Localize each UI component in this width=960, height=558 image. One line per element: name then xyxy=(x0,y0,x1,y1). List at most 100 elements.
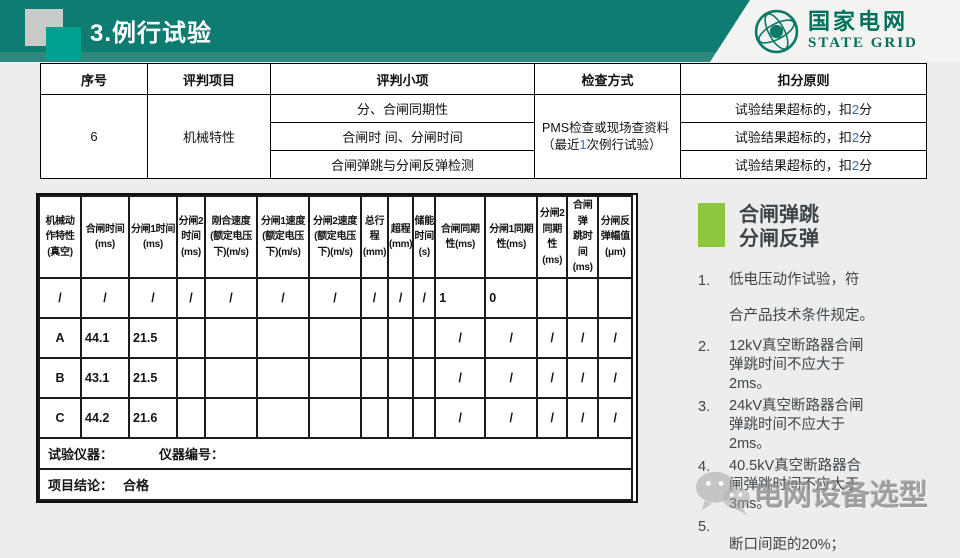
record-cell: / xyxy=(566,397,600,439)
record-cell: / xyxy=(176,277,206,319)
logo-area: 国家电网 STATE GRID xyxy=(710,0,960,62)
note-text: 低电压动作试验，符 合产品技术条件规定。 xyxy=(729,271,874,324)
record-cell xyxy=(386,317,415,359)
note-item: 2. 12kV真空断路器合闸 弹跳时间不应大于 2ms。 xyxy=(698,337,940,394)
record-cell xyxy=(386,357,415,399)
record-cell: 1 xyxy=(434,277,487,319)
record-header-cell: 分闸1同期 性(ms) xyxy=(484,195,539,279)
criteria-check-method: PMS检查或现场查资料 （最近1次例行试验） xyxy=(534,94,681,179)
record-header-cell: 分闸反 弹幅值 (μm) xyxy=(597,195,634,279)
logo-cn-text: 国家电网 xyxy=(808,9,909,35)
record-cell: B xyxy=(38,357,82,399)
record-cell xyxy=(308,317,362,359)
record-cell: / xyxy=(204,277,258,319)
record-cell: 44.1 xyxy=(80,317,130,359)
deco-teal-square xyxy=(46,27,81,60)
record-header-cell: 分闸2 同期性 (ms) xyxy=(536,195,569,279)
record-cell: / xyxy=(536,397,569,439)
criteria-subitem: 分、合闸同期性 xyxy=(270,94,535,123)
record-cell: 21.6 xyxy=(128,397,178,439)
record-row: C 44.2 21.6// / / / xyxy=(38,397,634,439)
note-text: 12kV真空断路器合闸 弹跳时间不应大于 2ms。 xyxy=(729,337,864,392)
record-cell: 43.1 xyxy=(80,357,130,399)
record-cell: / xyxy=(80,277,130,319)
record-header-cell: 分闸2速度 (额定电压 下)(m/s) xyxy=(308,195,362,279)
record-cell xyxy=(412,357,437,399)
record-cell: / xyxy=(566,317,600,359)
record-cell xyxy=(360,397,389,439)
record-cell: C xyxy=(38,397,82,439)
record-cell: / xyxy=(256,277,310,319)
record-cell xyxy=(412,317,437,359)
record-cell xyxy=(536,277,569,319)
record-cell xyxy=(204,397,258,439)
criteria-project: 机械特性 xyxy=(147,94,271,179)
logo-en-text: STATE GRID xyxy=(808,34,918,51)
header-bar: 3.例行试验 国家电网 STATE GRID xyxy=(0,0,960,62)
record-cell: / xyxy=(484,397,539,439)
record-cell xyxy=(256,317,310,359)
note-item: 1. 低电压动作试验，符 合产品技术条件规定。 xyxy=(698,262,940,334)
record-header-cell: 分闸1时间 (ms) xyxy=(128,195,178,279)
record-header-cell: 分闸2 时间 (ms) xyxy=(176,195,206,279)
criteria-header: 检查方式 xyxy=(534,63,681,95)
record-cell xyxy=(204,317,258,359)
criteria-subitem: 合闸弹跳与分闸反弹检测 xyxy=(270,150,535,179)
green-accent-square xyxy=(698,203,725,247)
header-bottom-band xyxy=(0,52,960,62)
record-header-cell: 储能 时间 (s) xyxy=(412,195,437,279)
record-cell: 44.2 xyxy=(80,397,130,439)
record-cell: / xyxy=(308,277,362,319)
notes-heading-text: 合闸弹跳 分闸反弹 xyxy=(739,203,819,252)
record-instrument-row: 试验仪器： 仪器编号： xyxy=(37,437,634,470)
note-item: 4. 40.5kV真空断路器合 闸弹跳时间不应大于 3ms。 xyxy=(698,457,940,514)
record-cell xyxy=(308,397,362,439)
record-cell: / xyxy=(536,357,569,399)
record-header-cell: 刚合速度 (额定电压 下)(m/s) xyxy=(204,195,258,279)
record-cell xyxy=(256,357,310,399)
record-cell: / xyxy=(434,397,487,439)
criteria-deduction: 试验结果超标的，扣2分 xyxy=(680,150,927,179)
record-cell xyxy=(386,397,415,439)
criteria-serial: 6 xyxy=(40,94,148,179)
record-cell xyxy=(176,357,206,399)
record-cell xyxy=(597,277,634,319)
note-number: 2. xyxy=(698,338,711,355)
criteria-header: 扣分原则 xyxy=(680,63,927,95)
record-cell xyxy=(176,317,206,359)
criteria-table: 序号 评判项目 评判小项 检查方式 扣分原则 6 机械特性 分、合闸同期性 PMS检查或… xyxy=(40,63,927,179)
record-table-scan: 机械动 作特性 (真空) 合闸时间 (ms) 分闸1时间 (ms) 分闸2 时间 (m… xyxy=(36,193,639,503)
criteria-header: 评判项目 xyxy=(147,63,271,95)
record-cell: / xyxy=(434,357,487,399)
record-header-cell: 分闸1速度 (额定电压 下)(m/s) xyxy=(256,195,310,279)
record-cell: / xyxy=(597,357,634,399)
criteria-header: 评判小项 xyxy=(270,63,535,95)
record-cell xyxy=(176,397,206,439)
record-header-cell: 合闸时间 (ms) xyxy=(80,195,130,279)
record-cell xyxy=(360,317,389,359)
note-number: 5. xyxy=(698,518,711,535)
record-cell xyxy=(360,357,389,399)
note-text: 40.5kV真空断路器合 闸弹跳时间不应大于 3ms。 xyxy=(729,457,862,512)
note-text: 24kV真空断路器合闸 弹跳时间不应大于 2ms。 xyxy=(729,397,864,452)
note-number: 1. xyxy=(698,272,711,289)
record-cell: / xyxy=(597,397,634,439)
record-cell: / xyxy=(434,317,487,359)
note-item: 3. 24kV真空断路器合闸 弹跳时间不应大于 2ms。 xyxy=(698,397,940,454)
record-cell xyxy=(204,357,258,399)
record-cell: / xyxy=(484,357,539,399)
record-cell: / xyxy=(386,277,415,319)
record-header-cell: 合闸弹 跳时间 (ms) xyxy=(566,195,600,279)
record-cell: 21.5 xyxy=(128,357,178,399)
record-header-cell: 总行 程 (mm) xyxy=(360,195,389,279)
slide-title: 3.例行试验 xyxy=(90,20,213,47)
record-cell: / xyxy=(360,277,389,319)
notes-heading: 合闸弹跳 分闸反弹 xyxy=(698,203,940,252)
note-item: 5. 断口间距的20%； xyxy=(698,517,940,555)
record-row: A 44.1 21.5// / / / xyxy=(38,317,634,359)
record-header-cell: 合闸同期 性(ms) xyxy=(434,195,487,279)
note-number: 4. xyxy=(698,458,711,475)
record-cell: / xyxy=(484,317,539,359)
record-conclusion-row: 项目结论： 合格 xyxy=(37,468,634,501)
record-cell xyxy=(566,277,600,319)
